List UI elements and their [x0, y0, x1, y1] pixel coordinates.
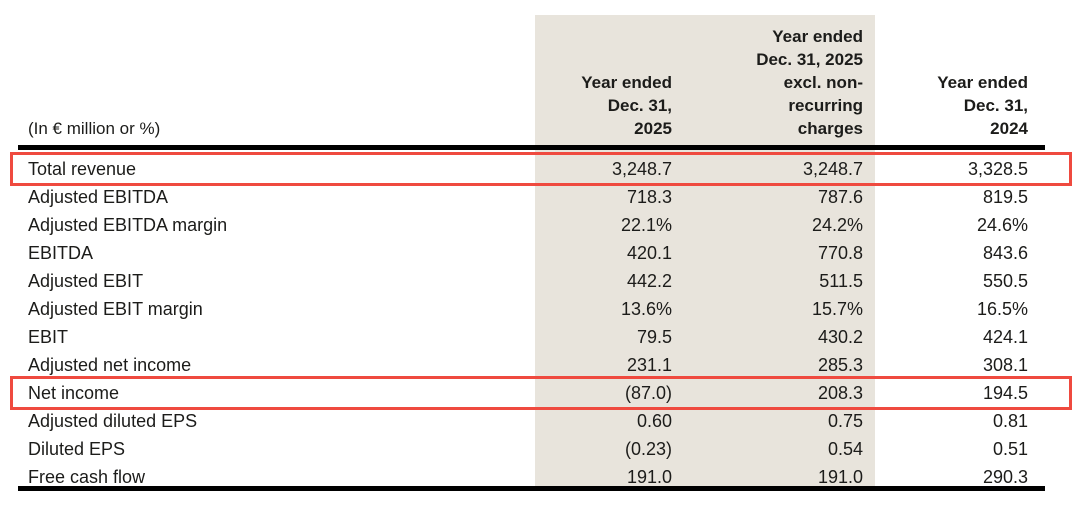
row-label: Adjusted EBITDA margin — [28, 214, 228, 235]
row-label: Adjusted EBIT margin — [28, 298, 203, 319]
row-label: Adjusted EBIT — [28, 270, 144, 291]
table-row: Net income (87.0) 208.3 194.5 — [10, 376, 1072, 410]
header-divider-rule — [18, 145, 1045, 150]
row-value: 819.5 — [982, 186, 1028, 207]
row-label: Adjusted EBITDA — [28, 186, 169, 207]
row-value: (0.23) — [624, 438, 672, 459]
row-value: 0.60 — [636, 410, 672, 431]
row-label: Adjusted net income — [28, 354, 192, 375]
row-label: Net income — [28, 382, 120, 403]
row-value: 79.5 — [636, 326, 672, 347]
row-value: 24.2% — [811, 214, 863, 235]
row-value: 24.6% — [976, 214, 1028, 235]
unit-label: (In € million or %) — [28, 119, 161, 138]
column-header-year-2024: Year ended Dec. 31, 2024 — [937, 73, 1028, 138]
row-value: 285.3 — [817, 354, 863, 375]
row-value: 430.2 — [817, 326, 863, 347]
row-label: EBIT — [28, 326, 69, 347]
row-value: 843.6 — [982, 242, 1028, 263]
table-row: Adjusted diluted EPS 0.60 0.75 0.81 — [18, 407, 1045, 435]
table-row: Total revenue 3,248.7 3,248.7 3,328.5 — [10, 152, 1072, 186]
row-value: 0.81 — [992, 410, 1028, 431]
table-row: Adjusted net income 231.1 285.3 308.1 — [18, 351, 1045, 379]
table-header-row: (In € million or %) Year ended Dec. 31, … — [18, 15, 1045, 145]
row-value: 13.6% — [620, 298, 672, 319]
table-row: Adjusted EBIT 442.2 511.5 550.5 — [18, 267, 1045, 295]
row-label: Diluted EPS — [28, 438, 126, 459]
row-value: 442.2 — [626, 270, 672, 291]
table-row: Adjusted EBIT margin 13.6% 15.7% 16.5% — [18, 295, 1045, 323]
row-value: 0.54 — [827, 438, 863, 459]
row-label: Adjusted diluted EPS — [28, 410, 198, 431]
row-value: 15.7% — [811, 298, 863, 319]
table-row: EBIT 79.5 430.2 424.1 — [18, 323, 1045, 351]
row-value: 308.1 — [982, 354, 1028, 375]
row-value: 511.5 — [819, 270, 863, 291]
row-value: 231.1 — [626, 354, 672, 375]
row-value: 718.3 — [626, 186, 672, 207]
row-value: 0.75 — [827, 410, 863, 431]
table-row: Adjusted EBITDA margin 22.1% 24.2% 24.6% — [18, 211, 1045, 239]
column-header-year-2025: Year ended Dec. 31, 2025 — [581, 73, 672, 138]
row-value: 16.5% — [976, 298, 1028, 319]
row-value: 191.0 — [817, 466, 863, 487]
bottom-rule — [18, 486, 1045, 491]
row-label: Free cash flow — [28, 466, 146, 487]
row-label: Total revenue — [28, 158, 137, 179]
row-value: 770.8 — [817, 242, 863, 263]
row-value: 550.5 — [982, 270, 1028, 291]
row-label: EBITDA — [28, 242, 94, 263]
row-value: 3,248.7 — [802, 158, 863, 179]
row-value: 0.51 — [992, 438, 1028, 459]
current-year-columns-shading — [535, 15, 875, 491]
table-row: Adjusted EBITDA 718.3 787.6 819.5 — [18, 183, 1045, 211]
row-value: 191.0 — [626, 466, 672, 487]
table-body: Total revenue 3,248.7 3,248.7 3,328.5 Ad… — [10, 152, 1072, 491]
row-value: 208.3 — [817, 382, 863, 403]
table-row: Free cash flow 191.0 191.0 290.3 — [18, 463, 1045, 491]
row-value: 424.1 — [982, 326, 1028, 347]
row-value: 3,248.7 — [611, 158, 672, 179]
row-value: 22.1% — [620, 214, 672, 235]
row-value: (87.0) — [624, 382, 672, 403]
table-row: Diluted EPS (0.23) 0.54 0.51 — [18, 435, 1045, 463]
table-row: EBITDA 420.1 770.8 843.6 — [18, 239, 1045, 267]
row-value: 420.1 — [626, 242, 672, 263]
row-value: 194.5 — [982, 382, 1028, 403]
row-value: 290.3 — [982, 466, 1028, 487]
column-header-year-2025-excl-nonrecurring: Year ended Dec. 31, 2025 excl. non- recu… — [756, 27, 863, 138]
row-value: 3,328.5 — [967, 158, 1028, 179]
row-value: 787.6 — [817, 186, 863, 207]
